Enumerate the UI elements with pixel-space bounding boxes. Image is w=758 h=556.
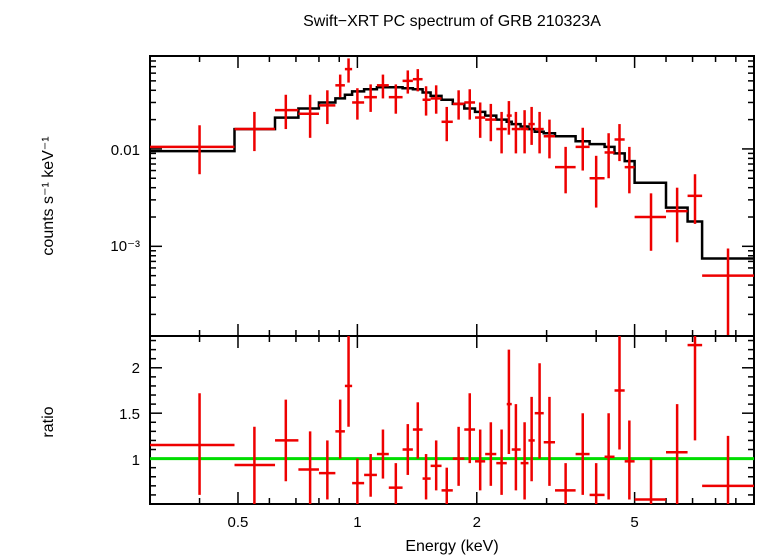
y-axis-label-ratio: ratio xyxy=(40,406,57,437)
spectrum-point xyxy=(388,84,403,114)
y-tick-label-1: 1 xyxy=(132,452,140,469)
spectrum-point xyxy=(452,90,465,120)
model-curve xyxy=(150,85,754,260)
spectrum-point xyxy=(298,94,319,138)
y-tick-label-1.5: 1.5 xyxy=(119,406,140,423)
spectrum-point xyxy=(511,111,521,154)
ratio-point xyxy=(430,440,442,491)
spectrum-point xyxy=(430,85,442,114)
top-panel-ticks xyxy=(149,55,754,336)
ratio-data-points xyxy=(150,336,754,504)
ratio-point xyxy=(555,463,576,504)
ratio-point xyxy=(624,420,635,500)
spectrum-point xyxy=(364,84,377,112)
x-tick-label-1: 1 xyxy=(353,514,361,531)
spectrum-point xyxy=(520,110,529,154)
x-tick-label-0.5: 0.5 xyxy=(228,514,249,531)
ratio-point xyxy=(275,399,299,482)
ratio-point xyxy=(634,458,667,504)
ratio-point xyxy=(234,426,276,504)
bottom-panel-frame xyxy=(149,335,755,505)
spectrum-point xyxy=(666,187,688,243)
ratio-point xyxy=(496,429,507,495)
ratio-point xyxy=(575,413,590,495)
spectrum-point xyxy=(234,111,276,152)
spectrum-point xyxy=(344,58,353,83)
spectrum-point xyxy=(352,88,365,120)
spectrum-data-points xyxy=(150,58,754,336)
bottom-panel-ticks xyxy=(149,336,754,504)
spectrum-point xyxy=(335,74,345,98)
ratio-point xyxy=(318,440,336,500)
ratio-point xyxy=(485,422,497,486)
spectrum-point xyxy=(604,133,615,179)
ratio-point xyxy=(150,393,235,495)
spectrum-point xyxy=(422,86,431,116)
spectrum-point xyxy=(464,89,476,120)
chart-title: Swift−XRT PC spectrum of GRB 210323A xyxy=(303,13,601,30)
spectrum-point xyxy=(534,111,544,154)
ratio-point xyxy=(506,349,512,455)
spectrum-point xyxy=(555,146,576,194)
model-step-line xyxy=(150,85,754,260)
ratio-point xyxy=(412,402,423,459)
spectrum-point xyxy=(496,111,507,154)
ratio-point xyxy=(528,396,535,482)
ratio-point xyxy=(388,463,403,504)
x-tick-label-2: 2 xyxy=(473,514,481,531)
spectrum-point xyxy=(402,70,413,94)
ratio-point xyxy=(344,336,353,427)
ratio-point xyxy=(666,404,688,504)
bottom-panel: 2 1.5 1 ratio xyxy=(40,335,755,505)
ratio-point xyxy=(422,454,431,500)
ratio-point xyxy=(441,467,453,504)
ratio-point xyxy=(687,336,703,441)
spectrum-point xyxy=(614,124,625,162)
ratio-point xyxy=(614,336,625,450)
ratio-point xyxy=(352,458,365,504)
ratio-point xyxy=(520,422,529,500)
spectrum-point xyxy=(528,106,535,145)
spectrum-point xyxy=(687,174,703,224)
spectrum-point xyxy=(150,125,235,175)
x-tick-label-5: 5 xyxy=(630,514,638,531)
ratio-point xyxy=(452,426,465,486)
ratio-point xyxy=(702,435,754,504)
spectrum-point xyxy=(475,102,486,138)
spectrum-point xyxy=(318,90,336,125)
x-axis-label: Energy (keV) xyxy=(405,538,498,555)
ratio-point xyxy=(364,454,377,497)
spectrum-point xyxy=(543,119,556,159)
y-tick-label-2: 2 xyxy=(132,360,140,377)
ratio-point xyxy=(402,424,413,475)
ratio-point xyxy=(589,463,605,504)
spectrum-point xyxy=(441,106,453,142)
spectrum-point xyxy=(485,103,497,142)
y-tick-label-0.01: 0.01 xyxy=(111,142,140,159)
ratio-point xyxy=(543,396,556,486)
spectrum-point xyxy=(589,155,605,208)
ratio-point xyxy=(335,399,345,459)
top-panel: 0.01 10⁻³ counts s⁻¹ keV⁻¹ xyxy=(40,55,755,337)
ratio-point xyxy=(464,393,476,464)
spectrum-point xyxy=(275,94,299,130)
spectrum-point xyxy=(702,248,754,336)
ratio-point xyxy=(511,404,521,491)
spectrum-point xyxy=(412,69,423,92)
y-axis-label-counts: counts s⁻¹ keV⁻¹ xyxy=(40,136,57,255)
spectrum-point xyxy=(575,127,590,171)
spectrum-point xyxy=(506,101,512,135)
x-axis: 0.5 1 2 5 Energy (keV) xyxy=(228,514,639,555)
ratio-point xyxy=(376,429,389,479)
spectrum-point xyxy=(376,74,389,99)
ratio-point xyxy=(475,429,486,491)
y-tick-label-1e-3: 10⁻³ xyxy=(110,238,140,255)
ratio-point xyxy=(298,431,319,504)
spectrum-point xyxy=(624,146,635,194)
ratio-point xyxy=(604,413,615,500)
ratio-point xyxy=(534,363,544,459)
top-panel-frame xyxy=(149,55,755,337)
spectrum-point xyxy=(634,193,667,251)
